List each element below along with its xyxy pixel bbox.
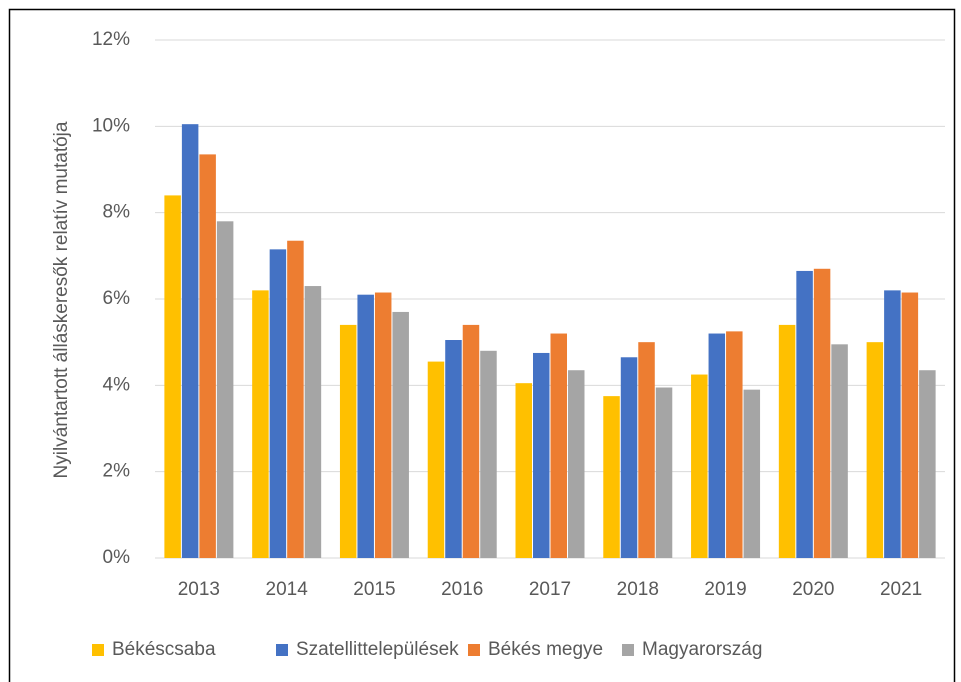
bar xyxy=(831,344,848,558)
x-tick-label: 2015 xyxy=(353,579,395,600)
x-tick-label: 2019 xyxy=(704,579,746,600)
bar xyxy=(603,396,620,558)
bar xyxy=(568,370,585,558)
x-tick-label: 2018 xyxy=(617,579,659,600)
y-tick-label: 0% xyxy=(103,547,131,568)
bar xyxy=(515,383,532,558)
bar xyxy=(269,249,287,558)
bar xyxy=(708,333,726,558)
y-tick-label: 12% xyxy=(92,29,130,50)
bar xyxy=(374,292,392,558)
x-tick-label: 2021 xyxy=(880,579,922,600)
legend-swatch xyxy=(276,644,288,656)
y-axis-label: Nyilvántartott álláskeresők relatív muta… xyxy=(51,121,72,478)
bar xyxy=(392,311,409,558)
bar xyxy=(691,374,708,558)
bar xyxy=(287,240,304,558)
y-tick-label: 4% xyxy=(103,374,131,395)
x-tick-label: 2020 xyxy=(792,579,834,600)
legend-label: Békés megye xyxy=(488,639,603,660)
bar xyxy=(778,324,796,558)
legend-swatch xyxy=(92,644,104,656)
bar xyxy=(813,268,831,558)
bar xyxy=(164,195,181,558)
bar xyxy=(726,331,743,558)
bar xyxy=(550,333,567,558)
bar xyxy=(181,124,199,559)
y-tick-label: 8% xyxy=(103,202,131,223)
bar xyxy=(655,387,673,558)
bar xyxy=(339,324,357,558)
bar xyxy=(638,342,655,558)
legend-label: Békéscsaba xyxy=(112,639,216,660)
x-tick-label: 2013 xyxy=(178,579,220,600)
bar xyxy=(357,294,374,558)
bar xyxy=(480,350,497,558)
bar xyxy=(445,340,462,558)
bar xyxy=(743,389,761,558)
x-tick-label: 2016 xyxy=(441,579,483,600)
bar xyxy=(462,324,480,558)
bar xyxy=(533,352,550,558)
bar xyxy=(427,361,445,558)
y-tick-label: 2% xyxy=(103,461,131,482)
y-tick-label: 10% xyxy=(92,115,130,136)
legend-swatch xyxy=(622,644,634,656)
bar xyxy=(216,221,234,559)
chart-frame xyxy=(8,8,956,682)
legend-label: Szatellittelepülések xyxy=(296,639,459,660)
bar xyxy=(199,154,216,558)
y-tick-label: 6% xyxy=(103,288,131,309)
bar xyxy=(866,342,884,558)
legend-swatch xyxy=(468,644,480,656)
legend-label: Magyarország xyxy=(642,639,762,660)
bar xyxy=(796,270,813,558)
bar xyxy=(919,370,936,558)
x-tick-label: 2014 xyxy=(266,579,309,600)
bar xyxy=(620,357,638,558)
bar xyxy=(901,292,919,558)
x-tick-label: 2017 xyxy=(529,579,571,600)
bar xyxy=(304,286,322,558)
bar xyxy=(884,290,901,558)
bar xyxy=(252,290,269,558)
